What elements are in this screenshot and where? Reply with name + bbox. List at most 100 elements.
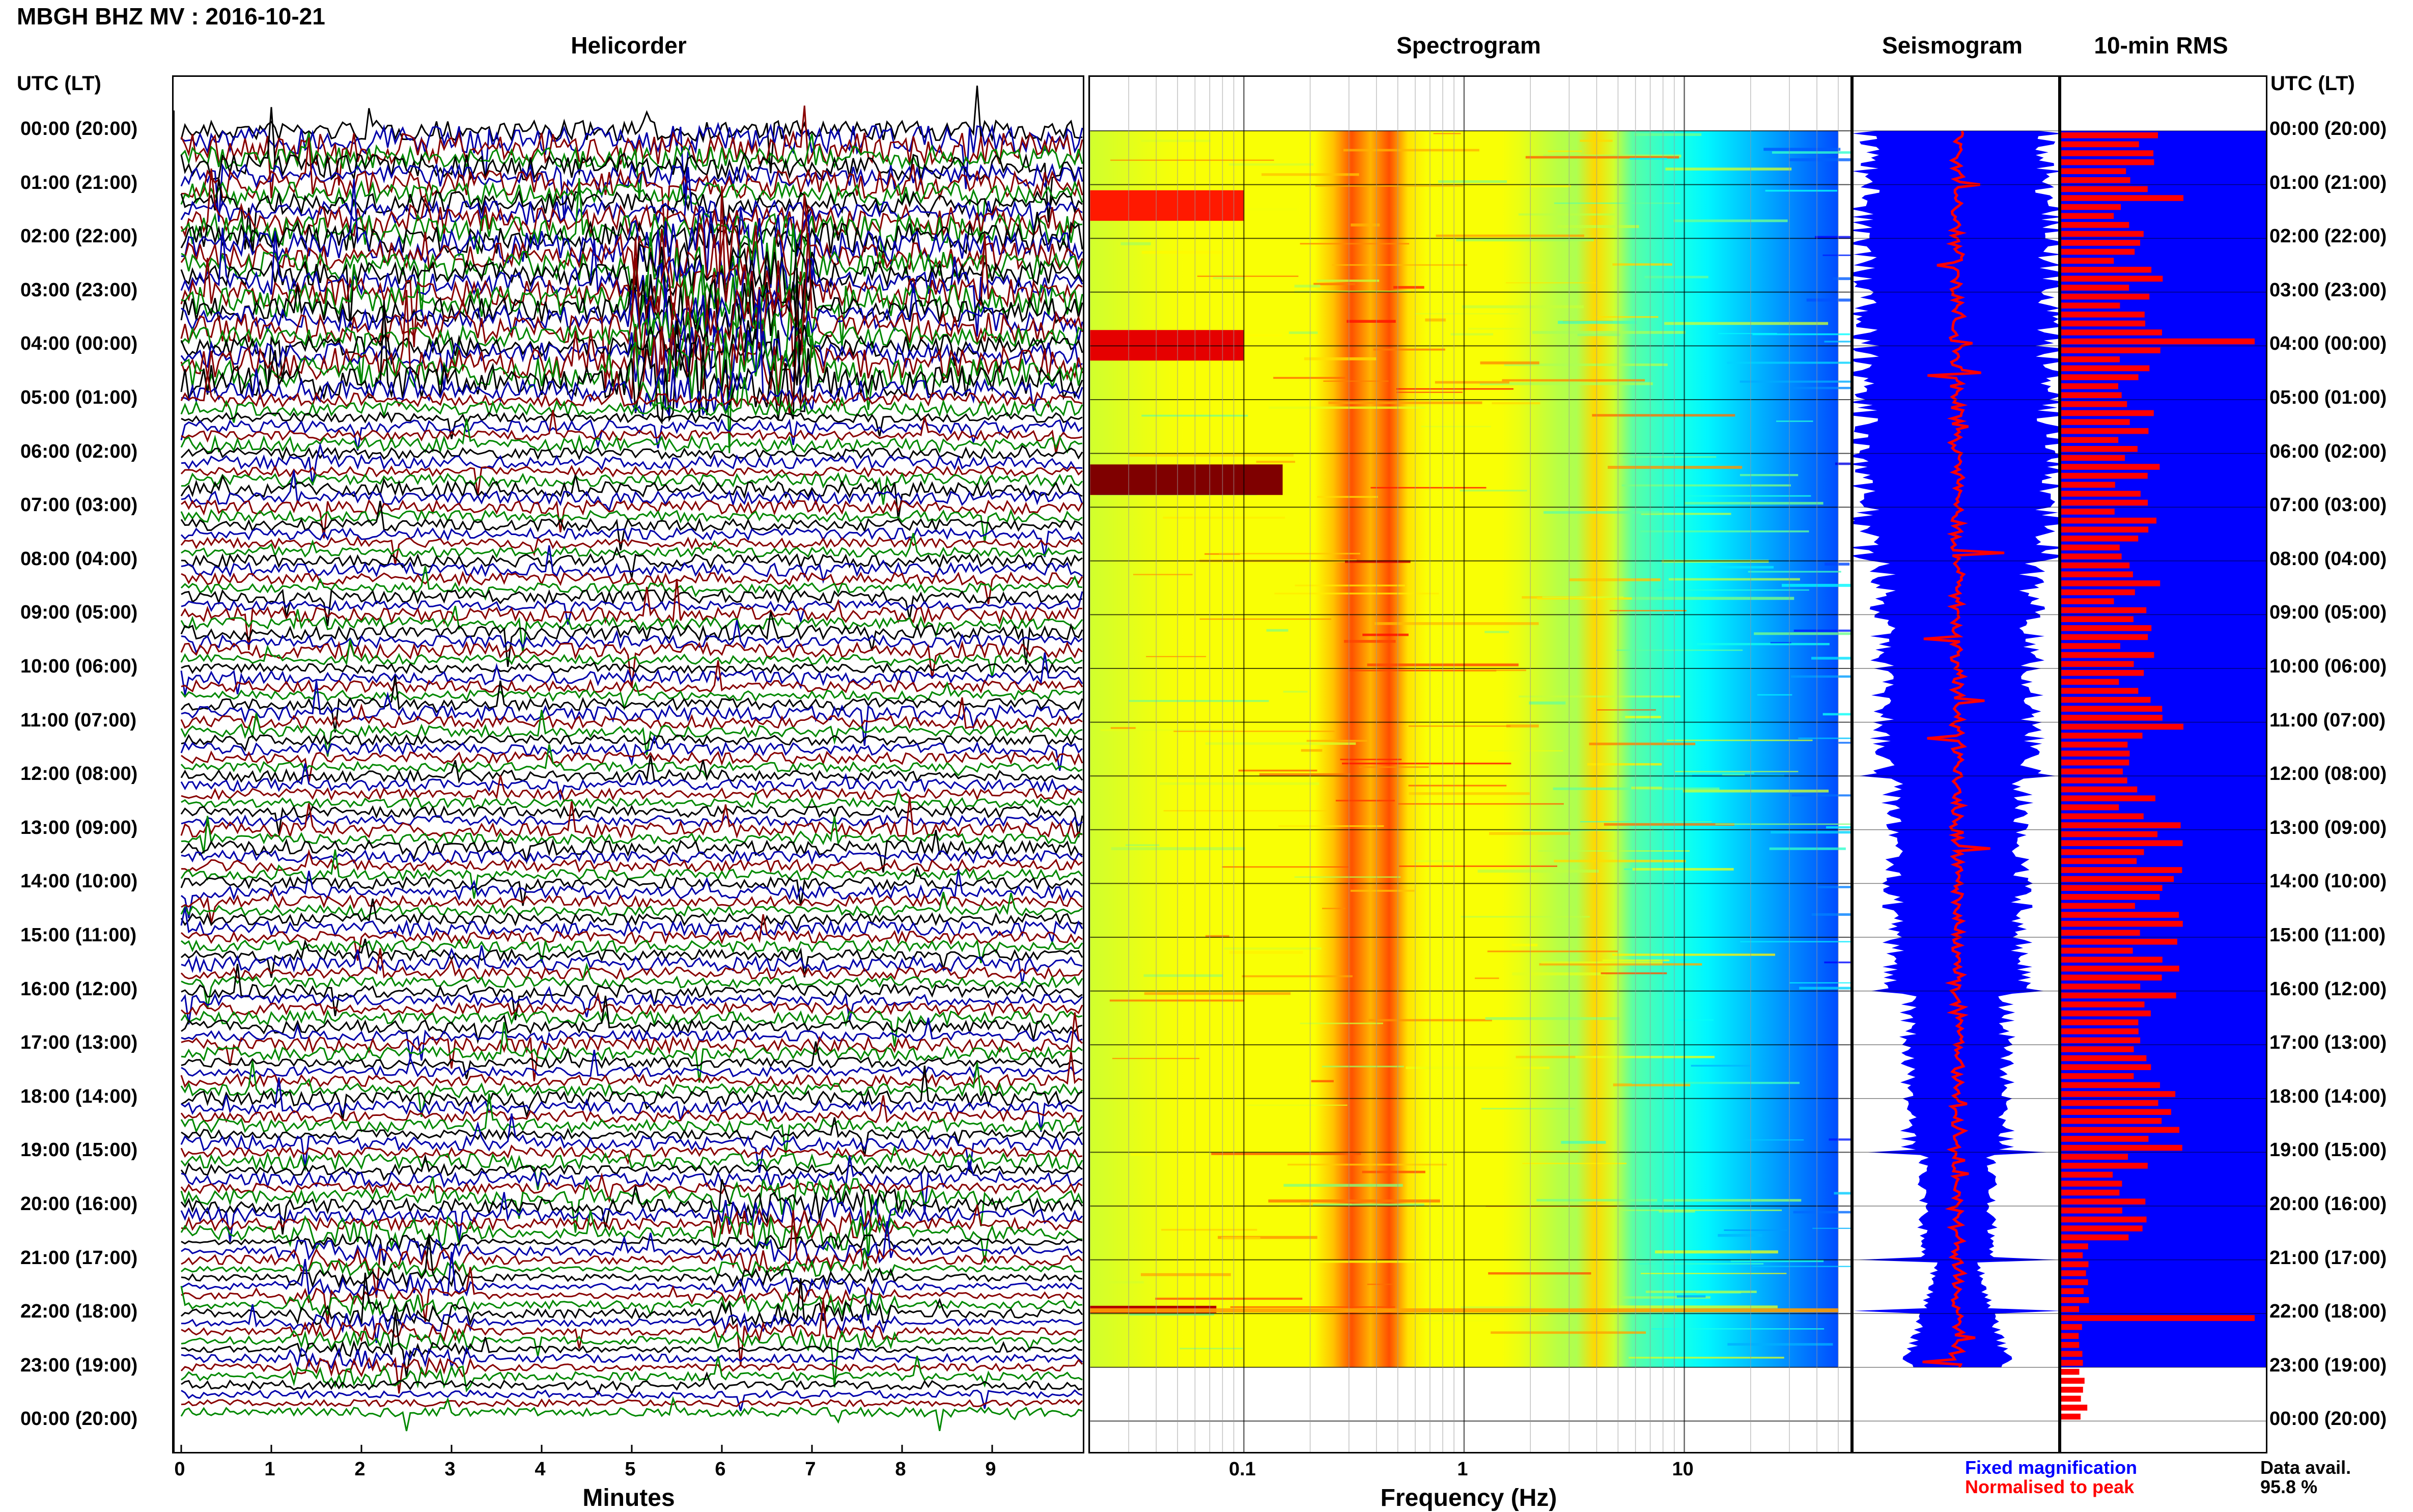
spectrogram-texture [1323, 380, 1389, 382]
spectrogram-panel [1088, 75, 1852, 1453]
spectrogram-texture [1294, 290, 1411, 293]
spectrogram-texture [1110, 159, 1274, 161]
time-tick-label: 16:00 (12:00) [20, 978, 138, 1000]
legend-fixed-magnification: Fixed magnification [1965, 1457, 2138, 1478]
spectrogram-texture [1173, 731, 1335, 732]
spectrogram-x-tick-label: 0.1 [1228, 1459, 1256, 1480]
helicorder-trace [180, 639, 1083, 678]
helicorder-trace [180, 336, 1083, 410]
helicorder-trace [180, 1144, 1083, 1190]
spectrogram-texture [1273, 377, 1345, 379]
spectrogram-texture [1781, 583, 1850, 587]
spectrogram-texture [1776, 421, 1813, 422]
rms-bar [2061, 643, 2120, 649]
spectrogram-texture [1222, 866, 1349, 868]
spectrogram-texture [1274, 593, 1439, 595]
time-tick-label: 07:00 (03:00) [20, 494, 138, 516]
spectrogram-texture [1621, 1296, 1710, 1299]
helicorder-trace [180, 162, 1083, 222]
spectrogram-texture [1595, 316, 1659, 318]
spectrogram-event [1090, 330, 1244, 361]
spectrogram-texture [1739, 380, 1850, 383]
rms-bar [2061, 312, 2145, 318]
spectrogram-texture [1537, 597, 1632, 600]
spectrogram-texture [1612, 263, 1672, 266]
helicorder-trace [180, 986, 1083, 1025]
rms-bar [2061, 1368, 2080, 1375]
spectrogram-texture [1632, 1082, 1800, 1084]
spectrogram-texture [1304, 357, 1377, 360]
helicorder-trace [181, 1371, 1083, 1396]
helicorder-trace [180, 233, 1083, 389]
helicorder-x-tick-label: 2 [354, 1459, 366, 1480]
helicorder-trace [180, 710, 1083, 757]
spectrogram-texture [1143, 974, 1223, 977]
spectrogram-texture [1295, 584, 1406, 586]
spectrogram-texture [1602, 959, 1670, 962]
helicorder-trace [181, 1077, 1082, 1132]
spectrogram-texture [1306, 740, 1367, 742]
helicorder-trace [181, 571, 1083, 604]
spectrogram-texture [1421, 426, 1491, 428]
rms-bar [2061, 1378, 2085, 1384]
spectrogram-texture [1806, 298, 1850, 302]
spectrogram-texture [1481, 1108, 1575, 1110]
time-tick-label: 05:00 (01:00) [20, 387, 138, 408]
time-tick-label: 20:00 (16:00) [2269, 1193, 2387, 1215]
helicorder-x-tick-label: 8 [895, 1459, 906, 1480]
helicorder-trace [180, 1285, 1083, 1317]
helicorder-trace [181, 734, 1083, 752]
helicorder-trace [180, 675, 1083, 733]
spectrogram-texture [1300, 243, 1410, 245]
rms-bar [2061, 472, 2148, 479]
time-tick-label: 12:00 (08:00) [20, 763, 138, 785]
rms-bar [2061, 1091, 2176, 1097]
spectrogram-texture [1659, 1210, 1695, 1213]
spectrogram-texture [1825, 563, 1850, 566]
helicorder-trace [180, 1051, 1083, 1091]
helicorder-trace [180, 652, 1083, 695]
rms-bar [2061, 1234, 2129, 1241]
spectrogram-texture [1199, 618, 1332, 620]
spectrogram-texture [1425, 318, 1446, 322]
time-tick-label: 15:00 (11:00) [20, 925, 137, 946]
rms-bar [2061, 1019, 2139, 1025]
rms-bar [2061, 580, 2161, 586]
helicorder-trace [180, 734, 1083, 771]
helicorder-trace [180, 578, 1082, 651]
rms-bar [2061, 455, 2125, 461]
rms-bar [2061, 464, 2160, 470]
spectrogram-texture [1684, 501, 1823, 505]
spectrogram-texture [1396, 391, 1463, 393]
rms-bar [2061, 240, 2140, 246]
helicorder-trace [181, 410, 1083, 454]
helicorder-trace [180, 418, 1083, 454]
spectrogram-texture [1396, 388, 1513, 390]
rms-panel [2060, 75, 2267, 1453]
helicorder-trace [180, 371, 1083, 413]
spectrogram-texture [1554, 202, 1680, 204]
rms-bar [2061, 1118, 2162, 1124]
spectrogram-texture [1763, 148, 1841, 151]
spectrogram-texture [1350, 889, 1415, 892]
helicorder-trace [180, 1177, 1083, 1261]
spectrogram-texture [1505, 282, 1597, 284]
helicorder-trace [180, 290, 1083, 404]
rms-bar [2061, 365, 2150, 372]
spectrogram-texture [1512, 972, 1606, 975]
rms-bar [2061, 607, 2147, 613]
spectrogram-texture [1488, 1272, 1591, 1275]
rms-bar [2061, 786, 2138, 793]
spectrogram-texture [1373, 348, 1445, 351]
spectrogram-texture [1224, 947, 1322, 950]
spectrogram-texture [1665, 167, 1792, 171]
spectrogram-texture [1518, 213, 1615, 216]
rms-bar [2061, 804, 2119, 810]
rms-bar [2061, 293, 2150, 300]
spectrogram-texture [1811, 657, 1850, 660]
spectrogram-texture [1630, 158, 1667, 160]
spectrogram-texture [1569, 578, 1661, 581]
spectrogram-texture [1322, 1066, 1404, 1068]
spectrogram-texture [1315, 185, 1463, 187]
rms-bar [2061, 1055, 2147, 1061]
